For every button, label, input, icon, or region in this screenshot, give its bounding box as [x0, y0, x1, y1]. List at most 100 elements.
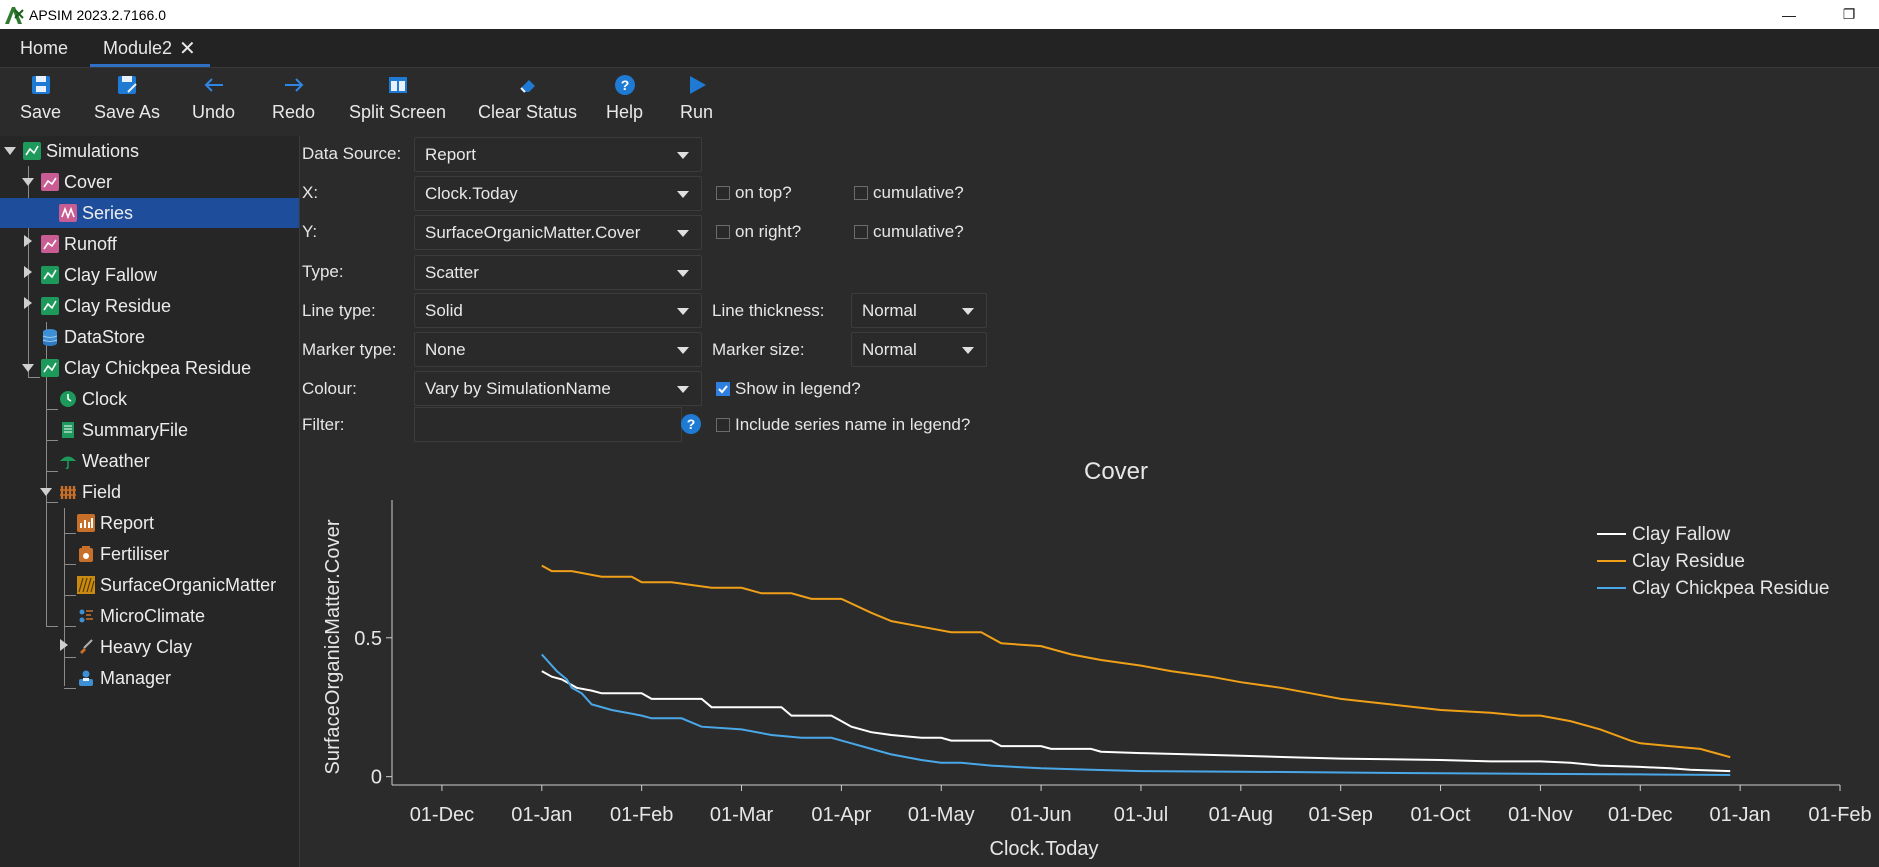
colour-select[interactable]: Vary by SimulationName: [414, 371, 702, 406]
checkbox-box-checked[interactable]: [716, 382, 730, 396]
microclimate-icon: [76, 606, 96, 626]
x-tick-label: 01-Apr: [811, 804, 871, 826]
tree-label: Heavy Clay: [100, 636, 193, 657]
dropdown-caret-icon: [962, 347, 974, 354]
tree-node-fertiliser[interactable]: Fertiliser: [76, 539, 169, 569]
save-as-icon: [118, 76, 137, 94]
tree-node-microclimate[interactable]: MicroClimate: [76, 601, 205, 631]
tab-module2[interactable]: Module2 ✕: [103, 29, 196, 67]
cover-chart: Cover 01-Dec 01-Jan 01-Feb 01-Mar 01-Apr 01-Ma…: [300, 452, 1879, 867]
tree-node-heavy-clay[interactable]: Heavy Clay: [76, 632, 192, 662]
redo-button[interactable]: Redo: [272, 72, 315, 123]
dropdown-caret-icon: [677, 152, 689, 159]
tree-node-datastore[interactable]: DataStore: [40, 322, 145, 352]
tree-node-clock[interactable]: Clock: [58, 384, 127, 414]
tree-connector: [64, 595, 76, 596]
tree-node-report[interactable]: Report: [76, 508, 154, 538]
x-tick-label: 01-Jan: [511, 804, 572, 826]
checkbox-box[interactable]: [854, 186, 868, 200]
run-label: Run: [680, 102, 714, 122]
expand-clay-chickpea-icon[interactable]: [22, 364, 34, 372]
tree-connector: [46, 409, 58, 410]
checkbox-box[interactable]: [854, 225, 868, 239]
tree-node-simulations[interactable]: Simulations: [22, 136, 292, 166]
x-field-select[interactable]: Clock.Today: [414, 176, 702, 211]
tab-home[interactable]: Home: [20, 29, 68, 67]
dropdown-caret-icon: [677, 347, 689, 354]
dropdown-caret-icon: [677, 270, 689, 277]
type-label: Type:: [302, 262, 344, 281]
surface-organic-matter-icon: [76, 575, 96, 595]
simulation-tree: Simulations Cover Series Runoff Clay Fal…: [0, 136, 300, 867]
filter-input[interactable]: [414, 407, 682, 442]
marker-type-select[interactable]: None: [414, 332, 702, 367]
line-thickness-select[interactable]: Normal: [851, 293, 987, 328]
show-in-legend-checkbox[interactable]: Show in legend?: [716, 379, 861, 399]
save-as-label: Save As: [94, 102, 161, 122]
save-button[interactable]: Save: [20, 72, 61, 123]
save-as-button[interactable]: Save As: [94, 72, 160, 123]
expand-cover-icon[interactable]: [22, 178, 34, 186]
x-cumulative-checkbox[interactable]: cumulative?: [854, 183, 964, 203]
tree-connector: [46, 322, 47, 627]
expand-heavy-clay-icon[interactable]: [60, 639, 68, 651]
y-field-select[interactable]: SurfaceOrganicMatter.Cover: [414, 215, 702, 250]
restore-button[interactable]: ❐: [1842, 6, 1856, 22]
tree-connector: [64, 657, 76, 658]
y-on-right-checkbox[interactable]: on right?: [716, 222, 801, 242]
x-tick-label: 01-Nov: [1508, 804, 1572, 826]
legend-label: Clay Fallow: [1632, 524, 1730, 545]
tree-node-cover[interactable]: Cover: [40, 167, 290, 197]
legend-label: Clay Chickpea Residue: [1632, 578, 1830, 599]
apsim-logo-icon: [5, 6, 24, 24]
x-field-value: Clock.Today: [425, 183, 518, 203]
fence-icon: [58, 482, 78, 502]
tree-node-surface-organic-matter[interactable]: SurfaceOrganicMatter: [76, 570, 276, 600]
tree-connector: [28, 377, 40, 378]
expand-clay-fallow-icon[interactable]: [24, 266, 32, 278]
marker-size-select[interactable]: Normal: [851, 332, 987, 367]
tree-node-clay-residue[interactable]: Clay Residue: [40, 291, 171, 321]
y-cumulative-checkbox[interactable]: cumulative?: [854, 222, 964, 242]
tree-node-field[interactable]: Field: [58, 477, 121, 507]
expand-field-icon[interactable]: [40, 488, 52, 496]
include-series-name-checkbox[interactable]: Include series name in legend?: [716, 415, 970, 435]
close-tab-icon[interactable]: ✕: [179, 37, 196, 60]
type-select[interactable]: Scatter: [414, 255, 702, 290]
x-tick-label: 01-Jun: [1011, 804, 1072, 826]
window-title: APSIM 2023.2.7166.0: [29, 6, 166, 23]
tree-node-summaryfile[interactable]: SummaryFile: [58, 415, 188, 445]
tree-node-manager[interactable]: Manager: [76, 663, 171, 693]
help-button[interactable]: ? Help: [606, 72, 643, 123]
y-label: Y:: [302, 222, 318, 241]
split-screen-label: Split Screen: [349, 102, 447, 122]
line-type-select[interactable]: Solid: [414, 293, 702, 328]
expand-clay-residue-icon[interactable]: [24, 297, 32, 309]
active-tab-indicator: [90, 64, 210, 67]
series-line-clay-fallow: [541, 670, 1731, 773]
run-button[interactable]: Run: [680, 72, 713, 123]
checkbox-box[interactable]: [716, 186, 730, 200]
tree-node-clay-chickpea-residue[interactable]: Clay Chickpea Residue: [40, 353, 251, 383]
tree-label: Clock: [82, 388, 128, 409]
simulation-icon: [40, 265, 60, 285]
expand-runoff-icon[interactable]: [24, 235, 32, 247]
marker-size-label: Marker size:: [712, 340, 805, 359]
checkbox-box[interactable]: [716, 225, 730, 239]
x-on-top-checkbox[interactable]: on top?: [716, 183, 792, 203]
tree-node-clay-fallow[interactable]: Clay Fallow: [40, 260, 157, 290]
checkbox-box[interactable]: [716, 418, 730, 432]
tree-label: Field: [82, 481, 122, 502]
clear-status-button[interactable]: Clear Status: [478, 72, 577, 123]
tree-node-weather[interactable]: Weather: [58, 446, 150, 476]
show-in-legend-label: Show in legend?: [735, 379, 861, 398]
tree-node-runoff[interactable]: Runoff: [40, 229, 117, 259]
split-screen-button[interactable]: Split Screen: [349, 72, 446, 123]
undo-button[interactable]: Undo: [192, 72, 235, 123]
minimize-button[interactable]: —: [1782, 6, 1796, 23]
on-right-label: on right?: [735, 222, 802, 241]
tree-node-series[interactable]: Series: [0, 198, 299, 228]
data-source-select[interactable]: Report: [414, 137, 702, 172]
expand-simulations-icon[interactable]: [4, 147, 16, 155]
filter-help-icon[interactable]: ?: [681, 414, 701, 434]
